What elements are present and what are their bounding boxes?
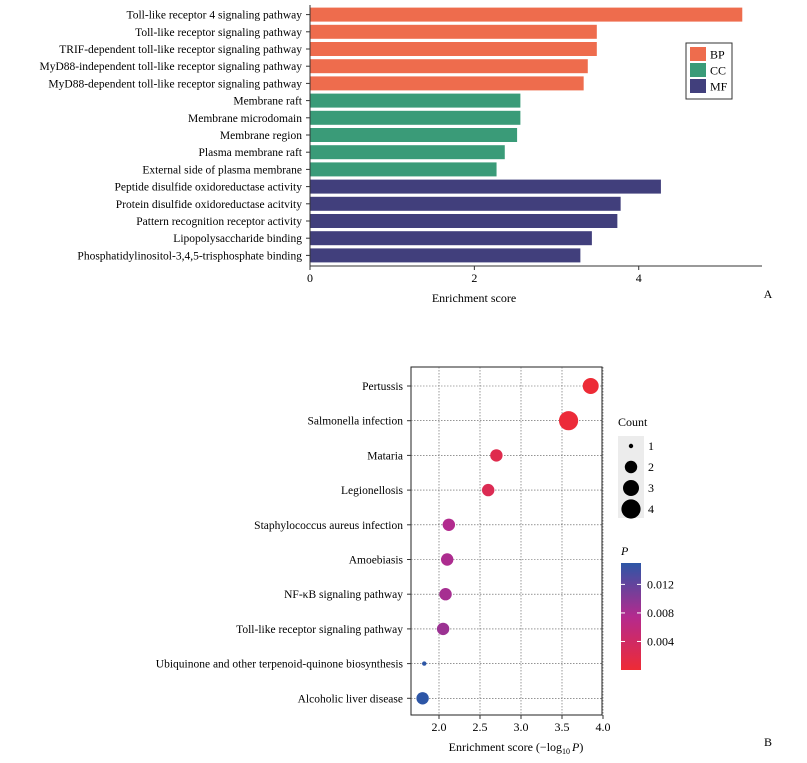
- category-label: Membrane region: [220, 130, 302, 142]
- x-tick-label: 0: [307, 271, 313, 285]
- size-legend-label: 4: [648, 502, 654, 516]
- panel-b-x-ticks: 2.0 2.5 3.0 3.5 4.0: [432, 715, 611, 734]
- panel-b-category-labels: Pertussis Salmonella infection Mataria Legi…: [156, 381, 411, 705]
- point-4: [482, 483, 495, 497]
- x-tick-label: 4.0: [596, 720, 611, 734]
- category-label: Protein disulfide oxidoreductase acitvit…: [116, 199, 302, 211]
- point-8: [436, 622, 450, 636]
- x-tick-label: 2.0: [432, 720, 447, 734]
- bar-4: [310, 59, 588, 74]
- category-label: Toll-like receptor signaling pathway: [236, 624, 403, 636]
- x-tick-label: 3.5: [555, 720, 570, 734]
- panel-b-color-legend: P 0.004 0.008 0.012: [620, 544, 674, 670]
- point-5: [442, 518, 456, 531]
- bar-10: [310, 162, 497, 177]
- point-2: [558, 411, 579, 431]
- point-1: [582, 378, 599, 394]
- category-label: MyD88-dependent toll-like receptor signa…: [48, 78, 302, 90]
- panel-a: Toll-like receptor 4 signaling pathway To…: [39, 5, 773, 305]
- color-legend-title: P: [620, 544, 629, 558]
- panel-b-points: [416, 378, 599, 705]
- x-tick-label: 2: [471, 271, 477, 285]
- category-label: Amoebiasis: [349, 555, 404, 567]
- legend-swatch-bp: [690, 47, 706, 61]
- color-legend-label: 0.012: [647, 577, 674, 591]
- category-label: Lipopolysaccharide binding: [173, 233, 302, 245]
- panel-b-x-axis-label: Enrichment score (−log10 P): [449, 740, 584, 756]
- category-label: Alcoholic liver disease: [298, 693, 403, 705]
- size-legend-dot-4: [621, 499, 641, 519]
- x-tick-label: 4: [636, 271, 642, 285]
- legend-label: MF: [710, 80, 728, 94]
- panel-b-label: B: [764, 735, 772, 749]
- point-3: [490, 449, 503, 462]
- size-legend-label: 2: [648, 460, 654, 474]
- category-label: NF-κB signaling pathway: [284, 589, 403, 601]
- bar-8: [310, 128, 518, 142]
- bar-5: [310, 76, 584, 91]
- category-label: Staphylococcus aureus infection: [254, 520, 403, 532]
- category-label: Membrane microdomain: [188, 113, 302, 125]
- x-label-prefix: Enrichment score (−log: [449, 740, 562, 754]
- category-label: Ubiquinone and other terpenoid-quinone b…: [156, 659, 404, 671]
- panel-a-legend: BP CC MF: [685, 42, 733, 100]
- x-label-suffix: ): [579, 740, 583, 754]
- category-label: Mataria: [367, 450, 403, 462]
- category-label: Toll-like receptor 4 signaling pathway: [127, 10, 303, 22]
- x-label-variable: P: [571, 740, 580, 754]
- color-bar: [621, 563, 641, 670]
- category-label: Peptide disulfide oxidoreductase activit…: [115, 182, 303, 194]
- legend-label: BP: [710, 48, 725, 62]
- category-label: Salmonella infection: [308, 416, 404, 428]
- bar-14: [310, 231, 592, 246]
- x-tick-label: 3.0: [514, 720, 529, 734]
- category-label: Pertussis: [362, 381, 403, 393]
- legend-swatch-cc: [690, 63, 706, 77]
- bar-1: [310, 7, 743, 22]
- color-legend-label: 0.008: [647, 606, 674, 620]
- category-label: External side of plasma membrane: [142, 164, 302, 176]
- x-label-subscript: 10: [562, 747, 570, 756]
- category-label: Legionellosis: [341, 485, 403, 497]
- bar-7: [310, 110, 521, 125]
- panel-a-bars: [310, 7, 743, 263]
- bar-13: [310, 214, 618, 228]
- legend-label: CC: [710, 64, 726, 78]
- bar-3: [310, 42, 597, 56]
- category-label: MyD88-independent toll-like receptor sig…: [39, 61, 302, 73]
- category-label: Toll-like receptor signaling pathway: [135, 27, 302, 39]
- legend-swatch-mf: [690, 79, 706, 93]
- x-tick-label: 2.5: [473, 720, 488, 734]
- category-label: Phosphatidylinositol-3,4,5-trisphosphate…: [77, 250, 302, 262]
- bar-2: [310, 24, 597, 39]
- size-legend-label: 3: [648, 481, 654, 495]
- panel-a-label: A: [764, 287, 773, 301]
- category-label: Plasma membrane raft: [199, 147, 303, 159]
- category-label: Pattern recognition receptor activity: [136, 216, 302, 228]
- size-legend-dot-1: [628, 443, 634, 449]
- panel-a-x-axis-label: Enrichment score: [432, 291, 516, 305]
- point-6: [441, 553, 454, 566]
- panel-a-x-ticks: 0 2 4: [307, 266, 642, 285]
- point-7: [439, 588, 452, 601]
- bar-6: [310, 93, 521, 108]
- category-label: TRIF-dependent toll-like receptor signal…: [59, 44, 302, 56]
- category-label: Membrane raft: [233, 96, 302, 108]
- panel-b: Pertussis Salmonella infection Mataria Legi…: [156, 366, 772, 756]
- size-legend-label: 1: [648, 439, 654, 453]
- color-legend-label: 0.004: [647, 634, 674, 648]
- bar-12: [310, 196, 621, 211]
- bar-11: [310, 179, 661, 194]
- size-legend-dot-3: [623, 480, 639, 496]
- size-legend-title: Count: [618, 415, 648, 429]
- size-legend-dot-2: [624, 460, 638, 474]
- point-9: [422, 661, 427, 666]
- bar-15: [310, 248, 581, 263]
- point-10: [416, 692, 429, 705]
- bar-9: [310, 145, 505, 160]
- panel-a-category-labels: Toll-like receptor 4 signaling pathway To…: [39, 10, 310, 262]
